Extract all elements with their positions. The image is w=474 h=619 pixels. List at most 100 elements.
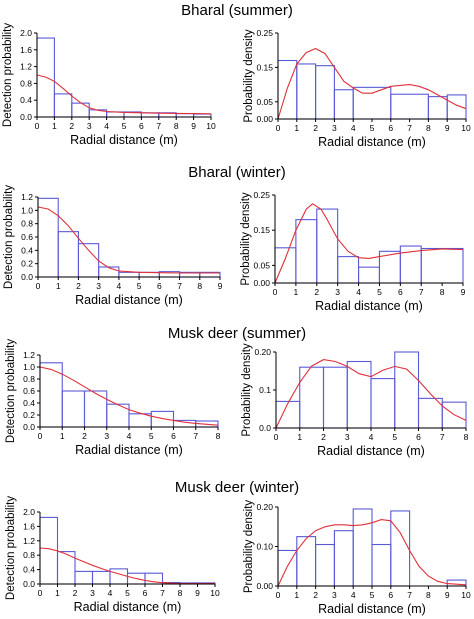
bharal-winter-detection-panel: 0 1 2 3 4 5 6 7 8 9 0.0 0.2 0.4 0.6 0.8 1.0 1.2 Radial di… — [3, 185, 223, 307]
musk-winter-density-ytick-label-1: 0.10 — [256, 542, 273, 552]
musk-summer-detection-ylabel: Detection probability — [5, 339, 17, 443]
musk-summer-detection-xtick-label-3: 3 — [104, 431, 109, 441]
bharal-winter-detection-xtick-label-5: 5 — [137, 281, 142, 291]
bharal-winter-density-ytick-label-2: 0.15 — [253, 225, 270, 235]
bharal-summer-density-xtick-label-1: 1 — [294, 123, 299, 133]
musk-summer-density-fitted-curve — [275, 359, 467, 429]
musk-winter-density-xtick-label-10: 10 — [461, 590, 471, 600]
musk-summer-detection-xtick-label-2: 2 — [82, 431, 87, 441]
bharal-winter-density-xtick-label-3: 3 — [335, 287, 340, 297]
musk-winter-detection-ytick-label-1: 0.4 — [23, 565, 35, 575]
musk-winter-detection-xtick-label-1: 1 — [55, 588, 60, 598]
bharal-winter-detection-bar-4 — [118, 271, 140, 278]
bharal-summer-density-panel: 0 1 2 3 4 5 6 7 8 9 10 0.00 0.05 0.15 0.25 Radial dista… — [243, 28, 471, 149]
bharal-winter-detection-ytick-label-4: 0.8 — [21, 219, 33, 229]
musk-summer-detection-ytick-label-6: 1.2 — [23, 350, 35, 360]
musk-summer-detection-ytick-label-5: 1.0 — [23, 362, 35, 372]
bharal-summer-detection-ytick-label-3: 1.2 — [20, 62, 32, 72]
musk-winter-density-xtick-label-4: 4 — [351, 590, 356, 600]
musk-winter-detection-ytick-label-3: 1.2 — [23, 536, 35, 546]
bharal-winter-detection-xtick-label-7: 7 — [177, 281, 182, 291]
bharal-summer-density-bar-6 — [427, 96, 448, 120]
bharal-summer-detection-xtick-label-9: 9 — [191, 121, 196, 131]
musk-winter-density-xlabel: Radial distance (m) — [318, 602, 426, 616]
bharal-summer-density-xtick-label-3: 3 — [332, 123, 337, 133]
bharal-summer-detection-bar-2 — [71, 102, 90, 118]
bharal-winter-density-bar-0 — [274, 247, 297, 284]
bharal-winter-detection-xlabel: Radial distance (m) — [75, 293, 183, 307]
musk-winter-detection-xtick-label-3: 3 — [90, 588, 95, 598]
bharal-winter-density-xtick-label-1: 1 — [294, 287, 299, 297]
bharal-winter-detection-xtick-label-3: 3 — [96, 281, 101, 291]
bharal-summer-density-xtick-label-0: 0 — [276, 123, 281, 133]
bharal-winter-detection-ytick-label-2: 0.4 — [21, 245, 33, 255]
musk-winter-density-xtick-label-6: 6 — [388, 590, 393, 600]
bharal-winter-detection-xtick-label-1: 1 — [56, 281, 61, 291]
bharal-summer-density-bar-2 — [315, 65, 335, 120]
bharal-summer-density-bar-4 — [352, 86, 392, 120]
musk-summer-detection-xtick-label-6: 6 — [171, 431, 176, 441]
bharal-summer-density-bar-1 — [296, 63, 317, 120]
musk-winter-density-xtick-label-5: 5 — [370, 590, 375, 600]
musk-winter-density-xtick-label-3: 3 — [332, 590, 337, 600]
musk-winter-detection-panel: 0 1 2 3 4 5 6 7 8 9 10 0.0 0.4 0.8 1.2 1.6 2.0 Radial dis… — [5, 496, 220, 614]
bharal-winter-detection-bar-2 — [77, 243, 100, 278]
musk-summer-detection-xtick-label-8: 8 — [216, 431, 221, 441]
bharal-summer-detection-ytick-label-2: 0.8 — [20, 78, 32, 88]
bharal-summer-detection-xtick-label-1: 1 — [52, 121, 57, 131]
musk-summer-detection-xtick-label-0: 0 — [38, 431, 43, 441]
musk-winter-detection-xtick-label-8: 8 — [178, 588, 183, 598]
musk-summer-density-xtick-label-2: 2 — [321, 432, 326, 442]
bharal-winter-detection-ytick-label-3: 0.6 — [21, 232, 33, 242]
musk-winter-density-ytick-label-0: 0.00 — [256, 581, 273, 591]
musk-winter-detection-bar-3 — [91, 570, 111, 585]
musk-winter-detection-bar-4 — [109, 568, 129, 585]
musk-winter-density-xtick-label-1: 1 — [294, 590, 299, 600]
musk-winter-detection-ytick-label-4: 1.6 — [23, 521, 35, 531]
musk-summer-detection-xtick-label-4: 4 — [127, 431, 132, 441]
bharal-summer-detection-ytick-label-4: 1.6 — [20, 45, 32, 55]
title-musk-deer-summer: Musk deer (summer) — [168, 325, 306, 342]
bharal-winter-density-bar-1 — [295, 219, 318, 284]
bharal-summer-density-ytick-label-0: 0.00 — [256, 114, 273, 124]
bharal-summer-density-bar-3 — [333, 89, 354, 120]
musk-winter-density-panel: 0 1 2 3 4 5 6 7 8 9 10 0.00 0.10 0.20 Radial distance … — [243, 500, 471, 616]
bharal-summer-detection-bar-8 — [175, 113, 195, 118]
bharal-winter-density-fitted-curve — [274, 203, 464, 284]
musk-summer-detection-ytick-label-1: 0.2 — [23, 410, 35, 420]
bharal-winter-density-xtick-label-4: 4 — [356, 287, 361, 297]
musk-winter-density-bar-3 — [333, 530, 354, 587]
bharal-summer-detection-axes — [36, 33, 211, 118]
bharal-winter-density-xtick-label-9: 9 — [461, 287, 466, 297]
musk-summer-density-bar-0 — [275, 400, 301, 429]
bharal-winter-detection-bar-3 — [98, 266, 120, 278]
musk-summer-detection-bar-5 — [150, 410, 175, 428]
musk-winter-density-bar-4 — [352, 508, 373, 587]
musk-winter-density-bar-2 — [315, 543, 335, 587]
musk-winter-detection-xtick-label-4: 4 — [108, 588, 113, 598]
musk-winter-detection-xtick-label-2: 2 — [73, 588, 78, 598]
musk-summer-detection-fitted-curve — [39, 366, 219, 426]
bharal-summer-density-xtick-label-8: 8 — [426, 123, 431, 133]
musk-summer-density-xtick-label-7: 7 — [440, 432, 445, 442]
bharal-winter-density-ytick-label-0: 0.00 — [253, 278, 270, 288]
musk-winter-density-bar-1 — [296, 536, 317, 587]
musk-summer-detection-ytick-label-4: 0.8 — [23, 374, 35, 384]
bharal-winter-detection-ylabel: Detection probability — [3, 185, 15, 289]
bharal-winter-density-xtick-label-0: 0 — [273, 287, 278, 297]
musk-winter-density-xtick-label-8: 8 — [426, 590, 431, 600]
musk-winter-density-bar-6 — [390, 510, 411, 587]
bharal-summer-density-ytick-label-3: 0.25 — [256, 28, 273, 38]
musk-summer-detection-ytick-label-3: 0.6 — [23, 386, 35, 396]
musk-summer-density-xtick-label-4: 4 — [369, 432, 374, 442]
bharal-winter-detection-bar-1 — [57, 231, 79, 278]
bharal-winter-detection-ytick-label-6: 1.2 — [21, 192, 33, 202]
musk-summer-density-xtick-label-1: 1 — [297, 432, 302, 442]
musk-winter-detection-xtick-label-7: 7 — [160, 588, 165, 598]
title-musk-deer-winter: Musk deer (winter) — [175, 479, 299, 496]
bharal-winter-density-xlabel: Radial distance (m) — [315, 299, 423, 313]
bharal-summer-detection-xtick-label-2: 2 — [69, 121, 74, 131]
musk-winter-density-ytick-label-2: 0.20 — [256, 502, 273, 512]
